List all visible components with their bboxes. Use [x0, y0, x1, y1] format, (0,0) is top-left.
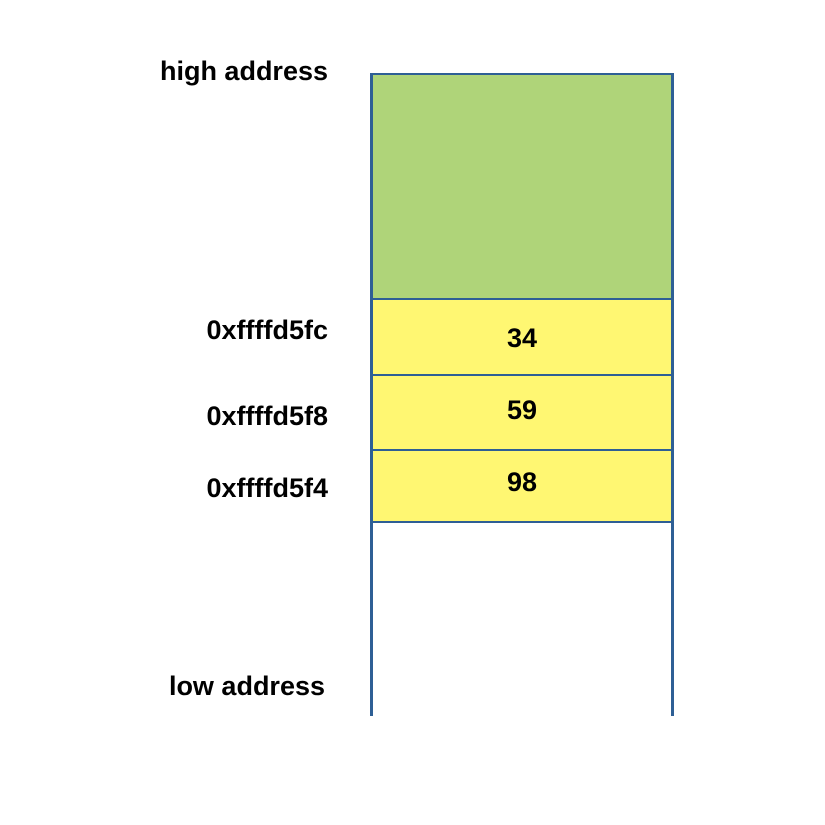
stack-cell: 98 — [372, 449, 672, 523]
stack-cell-value: 59 — [506, 394, 538, 425]
stack-top-border — [370, 73, 674, 75]
stack-left-border — [370, 74, 373, 716]
stack-cell-value: 34 — [506, 322, 538, 353]
stack-right-border — [671, 74, 674, 716]
address-label-0xffffd5f8: 0xffffd5f8 — [206, 401, 328, 431]
low-address-label: low address — [168, 671, 325, 701]
address-label-0xffffd5fc: 0xffffd5fc — [206, 315, 328, 345]
occupied-stack-region — [372, 75, 672, 298]
address-label-0xffffd5f4: 0xffffd5f4 — [206, 473, 328, 503]
stack-cell: 34 — [372, 298, 672, 374]
high-address-label: high address — [159, 56, 328, 86]
stack-cell-value: 98 — [506, 467, 538, 497]
stack-cell: 59 — [372, 374, 672, 449]
